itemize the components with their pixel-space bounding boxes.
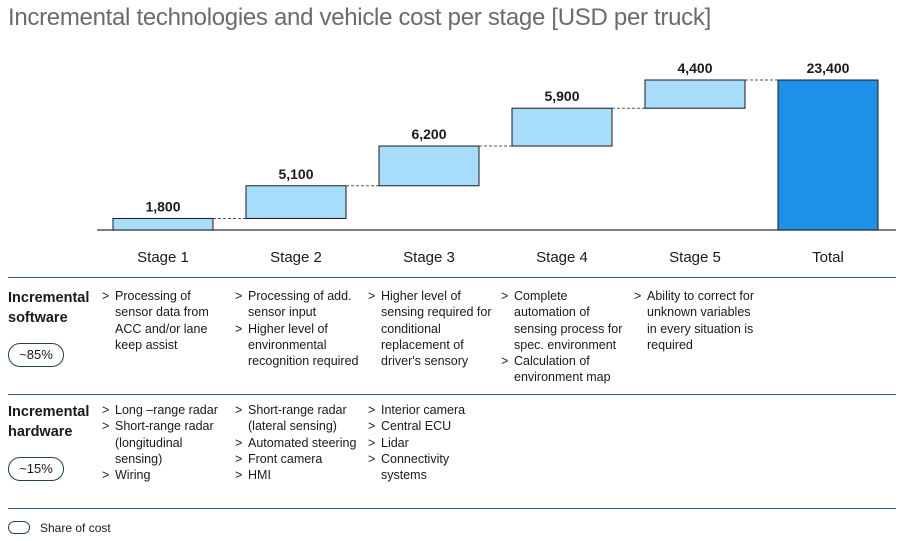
table-cell: > Processing of sensor data from ACC and/…	[102, 288, 230, 353]
legend-pill-icon	[8, 521, 30, 534]
share-of-cost-pill: ~85%	[8, 343, 64, 367]
waterfall-chart: 1,800 Stage 1 5,100 Stage 2 6,200 Stage 3 5,90…	[97, 60, 896, 266]
bullet-marker: >	[235, 403, 243, 417]
bullet-text: Wiring	[115, 468, 151, 483]
bullet-item: > Higher level of environmental recogniti…	[235, 321, 363, 370]
table-cell: > Short-range radar (lateral sensing) > Aut…	[235, 402, 363, 483]
bullet-item: > Complete automation of sensing process …	[501, 288, 629, 353]
data-label: 6,200	[411, 126, 446, 142]
data-label: 4,400	[677, 60, 712, 76]
bullet-marker: >	[634, 289, 642, 303]
bar-stage-1	[112, 217, 214, 231]
row-label-line: Incremental	[8, 404, 90, 420]
row-label-line: hardware	[8, 424, 73, 440]
bullet-item: > Short-range radar (lateral sensing)	[235, 402, 363, 435]
legend-label: Share of cost	[40, 521, 111, 535]
chart-title: Incremental technologies and vehicle cos…	[8, 4, 711, 31]
category-label: Stage 5	[669, 249, 721, 266]
data-label: 1,800	[145, 198, 180, 214]
data-label: 23,400	[807, 60, 850, 76]
bullet-item: > Central ECU	[368, 418, 496, 434]
bullet-marker: >	[102, 403, 110, 417]
table-cell: > Higher level of sensing required for co…	[368, 288, 496, 369]
bullet-item: > HMI	[235, 467, 363, 483]
category-label: Stage 1	[137, 249, 189, 266]
bullet-marker: >	[235, 451, 243, 466]
bullet-item: > Processing of add. sensor input	[235, 288, 363, 321]
table-divider-middle	[8, 394, 896, 395]
bullet-text: HMI	[248, 468, 271, 483]
bar-stage-5	[644, 79, 746, 109]
bullet-marker: >	[368, 419, 376, 434]
bullet-text: Short-range radar (longitudinal sensing)	[115, 419, 214, 466]
bullet-text: Calculation of environment map	[514, 354, 611, 385]
table-divider-top	[8, 277, 896, 278]
bullet-text: Processing of sensor data from ACC and/o…	[115, 289, 209, 352]
table-cell: > Long –range radar > Short-range radar (lo…	[102, 402, 230, 483]
category-label: Stage 2	[270, 249, 322, 266]
category-label: Stage 3	[403, 249, 455, 266]
bullet-text: Lidar	[381, 435, 409, 450]
bullet-item: > Short-range radar (longitudinal sensing…	[102, 418, 230, 467]
bar-stage-4	[511, 107, 613, 147]
bullet-marker: >	[501, 289, 509, 303]
category-label: Total	[812, 249, 844, 266]
bullet-marker: >	[368, 435, 376, 450]
bullet-marker: >	[102, 289, 110, 303]
bullet-marker: >	[235, 289, 243, 303]
row-label-line: software	[8, 310, 68, 326]
row-label-line: Incremental	[8, 290, 90, 306]
bullet-item: > Lidar	[368, 435, 496, 451]
share-of-cost-pill: ~15%	[8, 457, 64, 481]
bullet-text: Long –range radar	[115, 403, 218, 417]
bullet-item: > Processing of sensor data from ACC and/…	[102, 288, 230, 353]
bullet-text: Processing of add. sensor input	[248, 289, 352, 320]
bullet-text: Higher level of sensing required for con…	[381, 289, 492, 369]
bullet-item: > Calculation of environment map	[501, 353, 629, 386]
bullet-item: > Higher level of sensing required for co…	[368, 288, 496, 369]
table-cell: > Interior camera > Central ECU > Lidar > Conne…	[368, 402, 496, 483]
bullet-text: Front camera	[248, 451, 323, 466]
category-label: Stage 4	[536, 249, 588, 266]
data-label: 5,100	[278, 166, 313, 182]
bullet-text: Ability to correct for unknown variables…	[647, 289, 754, 352]
bullet-text: Higher level of environmental recognitio…	[248, 321, 359, 369]
bullet-marker: >	[102, 468, 110, 483]
bullet-item: > Ability to correct for unknown variable…	[634, 288, 762, 353]
bullet-marker: >	[368, 403, 376, 417]
bullet-item: > Automated steering	[235, 435, 363, 451]
bullet-item: > Long –range radar	[102, 402, 230, 418]
bullet-marker: >	[235, 435, 243, 450]
bullet-text: Short-range radar (lateral sensing)	[248, 403, 347, 434]
bar-total	[777, 79, 879, 231]
bullet-item: > Connectivity systems	[368, 451, 496, 484]
bullet-text: Central ECU	[381, 419, 452, 434]
bullet-marker: >	[368, 289, 376, 303]
bullet-marker: >	[501, 354, 509, 369]
bullet-marker: >	[235, 468, 243, 483]
bullet-item: > Front camera	[235, 451, 363, 467]
bullet-item: > Wiring	[102, 467, 230, 483]
table-cell: > Complete automation of sensing process …	[501, 288, 629, 386]
table-cell: > Processing of add. sensor input > Higher …	[235, 288, 363, 369]
bullet-text: Complete automation of sensing process f…	[514, 289, 623, 352]
table-divider-bottom	[8, 508, 896, 509]
bar-stage-2	[245, 185, 347, 219]
table-cell: > Ability to correct for unknown variable…	[634, 288, 762, 353]
bullet-item: > Interior camera	[368, 402, 496, 418]
bullet-text: Automated steering	[248, 435, 357, 450]
bullet-marker: >	[235, 321, 243, 336]
row-label: Incremental hardware	[8, 402, 89, 442]
bullet-marker: >	[102, 419, 110, 434]
data-label: 5,900	[544, 88, 579, 104]
bullet-text: Connectivity systems	[381, 451, 450, 483]
bullet-text: Interior camera	[381, 403, 466, 417]
bar-stage-3	[378, 145, 480, 187]
row-label: Incremental software	[8, 288, 89, 328]
bullet-marker: >	[368, 451, 376, 466]
